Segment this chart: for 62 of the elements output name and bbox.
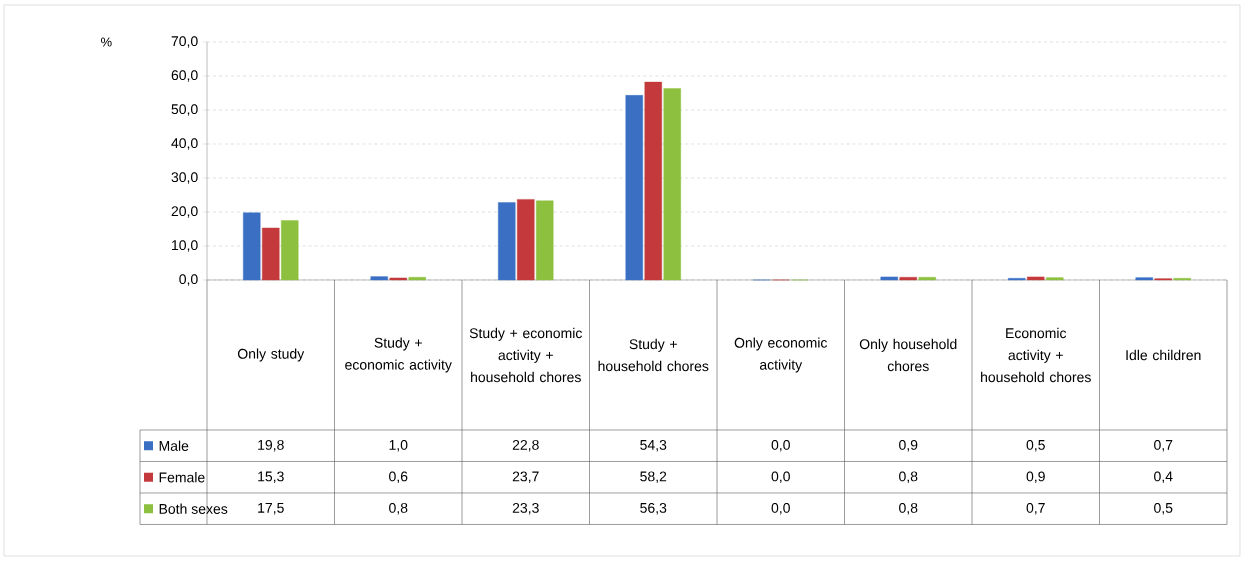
bar bbox=[370, 276, 388, 281]
bar bbox=[625, 95, 643, 281]
data-label: 0,0 bbox=[771, 502, 790, 515]
y-tick-label: 60,0 bbox=[171, 70, 198, 82]
data-label: 0,5 bbox=[1154, 502, 1173, 515]
y-tick-label: 70,0 bbox=[171, 36, 198, 48]
x-tick-label: Only economic activity bbox=[734, 337, 828, 373]
data-label: 0,7 bbox=[1154, 439, 1173, 452]
bar bbox=[899, 277, 917, 281]
legend-label: Male bbox=[159, 440, 189, 451]
data-label: 1,0 bbox=[389, 439, 408, 452]
bar bbox=[408, 277, 426, 281]
bar bbox=[1046, 277, 1064, 281]
y-axis-title: % bbox=[101, 37, 112, 47]
x-tick-label: Study + economic activity bbox=[345, 337, 452, 373]
bar bbox=[262, 227, 280, 281]
bar bbox=[281, 220, 299, 281]
legend-label: Female bbox=[159, 472, 205, 483]
bar bbox=[880, 276, 898, 281]
data-label: 56,3 bbox=[640, 502, 667, 515]
data-label: 0,0 bbox=[771, 471, 790, 484]
data-label: 54,3 bbox=[640, 439, 667, 452]
data-label: 0,0 bbox=[771, 439, 790, 452]
bar bbox=[663, 88, 681, 281]
bar bbox=[498, 202, 516, 281]
data-label: 23,7 bbox=[512, 471, 539, 484]
y-tick-label: 0,0 bbox=[179, 274, 198, 286]
x-tick-label: Study + household chores bbox=[598, 338, 709, 372]
x-tick-label: Study + economic activity + household chores bbox=[469, 327, 582, 383]
bar bbox=[536, 200, 554, 281]
data-label: 0,8 bbox=[899, 471, 918, 484]
data-label: 19,8 bbox=[258, 439, 284, 452]
data-label: 0,4 bbox=[1154, 471, 1173, 484]
data-label: 0,9 bbox=[899, 439, 918, 452]
bar bbox=[1135, 277, 1153, 281]
data-label: 0,6 bbox=[389, 471, 408, 484]
data-label: 0,9 bbox=[1026, 471, 1045, 484]
bar bbox=[517, 199, 535, 281]
data-label: 15,3 bbox=[258, 471, 284, 484]
legend-label: Both sexes bbox=[159, 503, 228, 514]
data-label: 58,2 bbox=[640, 471, 667, 484]
data-label: 0,8 bbox=[389, 502, 408, 515]
y-tick-label: 30,0 bbox=[171, 172, 198, 184]
bar bbox=[918, 277, 936, 281]
data-label: 22,8 bbox=[512, 439, 539, 452]
data-label: 0,7 bbox=[1026, 502, 1045, 515]
bar bbox=[243, 212, 261, 281]
y-tick-label: 40,0 bbox=[171, 138, 198, 150]
x-tick-label: Idle children bbox=[1126, 349, 1201, 361]
data-label: 17,5 bbox=[258, 503, 284, 515]
x-tick-label: Only study bbox=[237, 348, 305, 362]
bar bbox=[1027, 276, 1045, 281]
bar bbox=[389, 277, 407, 281]
x-tick-label: Economic activity + household chores bbox=[981, 327, 1091, 383]
y-tick-label: 50,0 bbox=[171, 104, 198, 116]
y-tick-label: 10,0 bbox=[172, 240, 198, 252]
bar bbox=[644, 81, 662, 281]
data-label: 23,3 bbox=[512, 502, 539, 515]
data-label: 0,5 bbox=[1026, 439, 1045, 452]
data-label: 0,8 bbox=[899, 502, 918, 515]
x-tick-label: Only household chores bbox=[859, 338, 957, 372]
y-tick-label: 20,0 bbox=[171, 206, 198, 218]
